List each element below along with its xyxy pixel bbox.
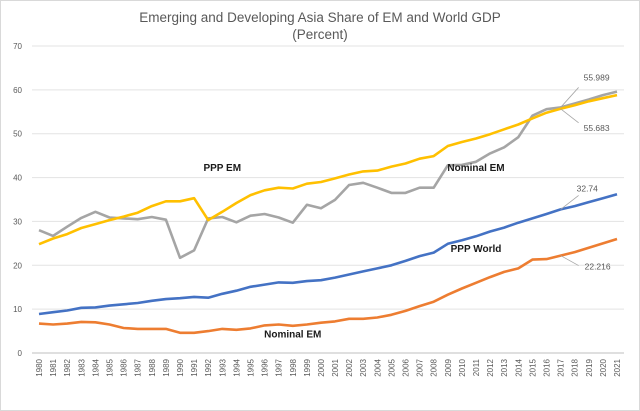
x-tick-label: 1989 bbox=[162, 358, 171, 376]
y-tick-label: 30 bbox=[13, 217, 22, 226]
data-label: 55.683 bbox=[584, 123, 610, 133]
x-tick-label: 1998 bbox=[289, 358, 298, 376]
x-tick-label: 2000 bbox=[317, 358, 326, 376]
x-tick-label: 2011 bbox=[472, 358, 481, 376]
x-tick-label: 2001 bbox=[331, 358, 340, 376]
x-tick-label: 2018 bbox=[571, 358, 580, 376]
x-tick-label: 1986 bbox=[120, 358, 129, 376]
y-tick-label: 70 bbox=[13, 42, 22, 51]
y-tick-label: 60 bbox=[13, 86, 22, 95]
x-tick-label: 2014 bbox=[514, 358, 523, 376]
x-tick-label: 1994 bbox=[232, 358, 241, 376]
series-line-2 bbox=[38, 192, 618, 316]
x-tick-label: 2015 bbox=[528, 358, 537, 376]
x-tick-label: 2008 bbox=[430, 358, 439, 376]
x-tick-label: 2005 bbox=[387, 358, 396, 376]
x-tick-label: 2016 bbox=[543, 358, 552, 376]
chart-title: Emerging and Developing Asia Share of EM… bbox=[139, 10, 501, 25]
x-tick-label: 1991 bbox=[190, 358, 199, 376]
data-label: 55.989 bbox=[584, 72, 610, 82]
y-tick-label: 50 bbox=[13, 130, 22, 139]
x-tick-label: 2019 bbox=[585, 358, 594, 376]
series-line-0 bbox=[38, 90, 618, 260]
x-tick-label: 2006 bbox=[402, 358, 411, 376]
y-tick-label: 20 bbox=[13, 261, 22, 270]
y-tick-label: 0 bbox=[18, 349, 23, 358]
x-tick-label: 1993 bbox=[218, 358, 227, 376]
x-tick-label: 2013 bbox=[500, 358, 509, 376]
x-tick-label: 2009 bbox=[444, 358, 453, 376]
x-tick-label: 2021 bbox=[613, 358, 622, 376]
data-label-leader bbox=[560, 87, 579, 108]
x-tick-label: 1990 bbox=[176, 358, 185, 376]
series-annotation: Nominal EM bbox=[447, 163, 504, 174]
series-line-3 bbox=[38, 237, 618, 335]
x-tick-label: 2012 bbox=[486, 358, 495, 376]
x-tick-label: 2002 bbox=[345, 358, 354, 376]
x-tick-label: 2003 bbox=[359, 358, 368, 376]
x-tick-label: 1981 bbox=[49, 358, 58, 376]
x-tick-label: 1992 bbox=[204, 358, 213, 376]
x-tick-label: 2010 bbox=[458, 358, 467, 376]
y-tick-label: 10 bbox=[13, 305, 22, 314]
x-tick-label: 1995 bbox=[246, 358, 255, 376]
x-tick-label: 2020 bbox=[599, 358, 608, 376]
x-tick-label: 1982 bbox=[63, 358, 72, 376]
x-tick-label: 1984 bbox=[91, 358, 100, 376]
data-label-leader bbox=[560, 108, 579, 124]
x-tick-label: 1988 bbox=[148, 358, 157, 376]
data-label-leader bbox=[560, 255, 579, 266]
series-line-1 bbox=[38, 93, 618, 246]
series-annotation: Nominal EM bbox=[264, 330, 321, 341]
x-tick-label: 2007 bbox=[416, 358, 425, 376]
x-tick-label: 1980 bbox=[35, 358, 44, 376]
x-tick-label: 1999 bbox=[303, 358, 312, 376]
x-tick-label: 1987 bbox=[134, 358, 143, 376]
x-tick-label: 1996 bbox=[261, 358, 270, 376]
x-tick-label: 1983 bbox=[77, 358, 86, 376]
y-tick-label: 40 bbox=[13, 174, 22, 183]
x-tick-label: 1985 bbox=[105, 358, 114, 376]
data-label: 32.74 bbox=[577, 183, 599, 193]
x-tick-label: 2017 bbox=[557, 358, 566, 376]
x-tick-label: 1997 bbox=[275, 358, 284, 376]
chart-subtitle: (Percent) bbox=[292, 27, 348, 42]
data-label: 22.216 bbox=[585, 262, 611, 272]
series-annotation: PPP World bbox=[451, 244, 502, 255]
data-label-leader bbox=[560, 195, 579, 210]
series-annotation: PPP EM bbox=[203, 163, 241, 174]
x-tick-label: 2004 bbox=[373, 358, 382, 376]
